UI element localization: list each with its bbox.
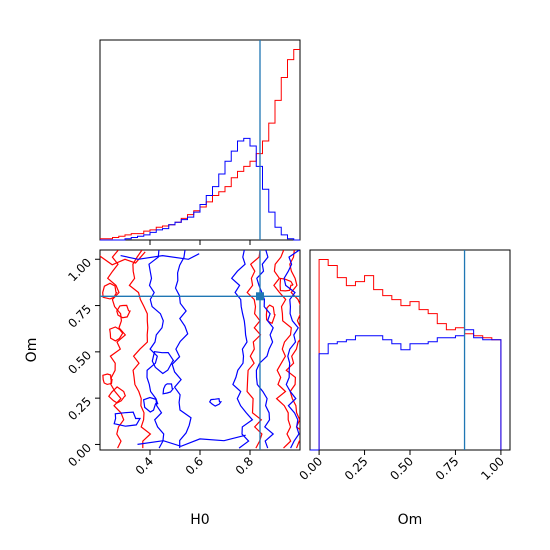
- om-histogram-series: [310, 259, 502, 451]
- contour-line-0: [106, 250, 127, 449]
- contour-line-17: [283, 250, 300, 449]
- contour-line-19: [113, 411, 142, 427]
- contour-line-21: [208, 398, 223, 407]
- om-histogram-panel: 0.00 0.25 0.50 0.75 1.00 Om: [296, 249, 511, 528]
- contour-x-ticks: 0.4 0.6 0.8: [133, 450, 256, 478]
- contour-line-18: [151, 351, 175, 375]
- contour-line-2: [246, 250, 263, 449]
- contour-line-14: [171, 250, 192, 449]
- h0-histogram-ticks: [149, 240, 251, 245]
- om-xtick-label-1: 0.25: [342, 454, 371, 483]
- contour-ytick-label-0: 0.00: [65, 441, 94, 470]
- contour-truth-marker: [256, 292, 264, 301]
- contour-ytick-label-3: 0.75: [65, 302, 94, 331]
- contour-xtick-label-0: 0.4: [133, 454, 156, 477]
- contour-ytick-label-4: 1.00: [65, 255, 94, 284]
- contour-line-10: [265, 304, 276, 324]
- h0-hist-series-1: [100, 137, 300, 241]
- contour-ytick-label-2: 0.50: [65, 348, 94, 377]
- contour-xtick-label-2: 0.8: [233, 454, 256, 477]
- h0-histogram-panel: [99, 39, 301, 245]
- contour-line-1: [128, 250, 152, 449]
- h0-histogram-series: [100, 49, 300, 241]
- contour-line-22: [162, 383, 175, 395]
- h0-om-contour-panel: 0.4 0.6 0.8 0.00 0.25 0.50 0.75 1.00 H0 Om: [24, 249, 301, 528]
- contour-line-16: [255, 250, 275, 449]
- contour-ytick-label-1: 0.25: [65, 394, 94, 423]
- om-hist-series-1: [310, 329, 502, 451]
- y-axis-title-om: Om: [24, 338, 40, 363]
- contour-series-red: [100, 250, 300, 449]
- contour-xtick-label-1: 0.6: [183, 454, 206, 477]
- contour-series-blue: [113, 250, 300, 449]
- h0-hist-series-0: [100, 49, 300, 240]
- x-axis-title-h0: H0: [190, 512, 209, 528]
- om-xtick-label-3: 0.75: [433, 454, 462, 483]
- contour-line-7: [108, 386, 127, 404]
- contour-line-6: [116, 304, 131, 319]
- contour-frame: [99, 249, 301, 451]
- contour-line-11: [279, 277, 294, 292]
- contour-line-15: [230, 250, 254, 449]
- contour-line-4: [285, 250, 300, 449]
- om-xtick-label-2: 0.50: [387, 454, 416, 483]
- contour-line-8: [102, 373, 113, 386]
- om-x-ticks: 0.00 0.25 0.50 0.75 1.00: [296, 450, 507, 483]
- contour-line-9: [109, 326, 124, 342]
- contour-line-24: [137, 434, 246, 447]
- contour-line-20: [142, 396, 159, 413]
- om-xtick-label-0: 0.00: [296, 454, 325, 483]
- contour-y-ticks: 0.00 0.25 0.50 0.75 1.00: [65, 255, 100, 469]
- contour-line-13: [146, 250, 165, 449]
- contour-line-23: [120, 253, 200, 260]
- contour-line-3: [273, 250, 292, 449]
- contour-line-5: [102, 282, 118, 300]
- x-axis-title-om: Om: [398, 512, 423, 528]
- om-xtick-label-4: 1.00: [478, 454, 507, 483]
